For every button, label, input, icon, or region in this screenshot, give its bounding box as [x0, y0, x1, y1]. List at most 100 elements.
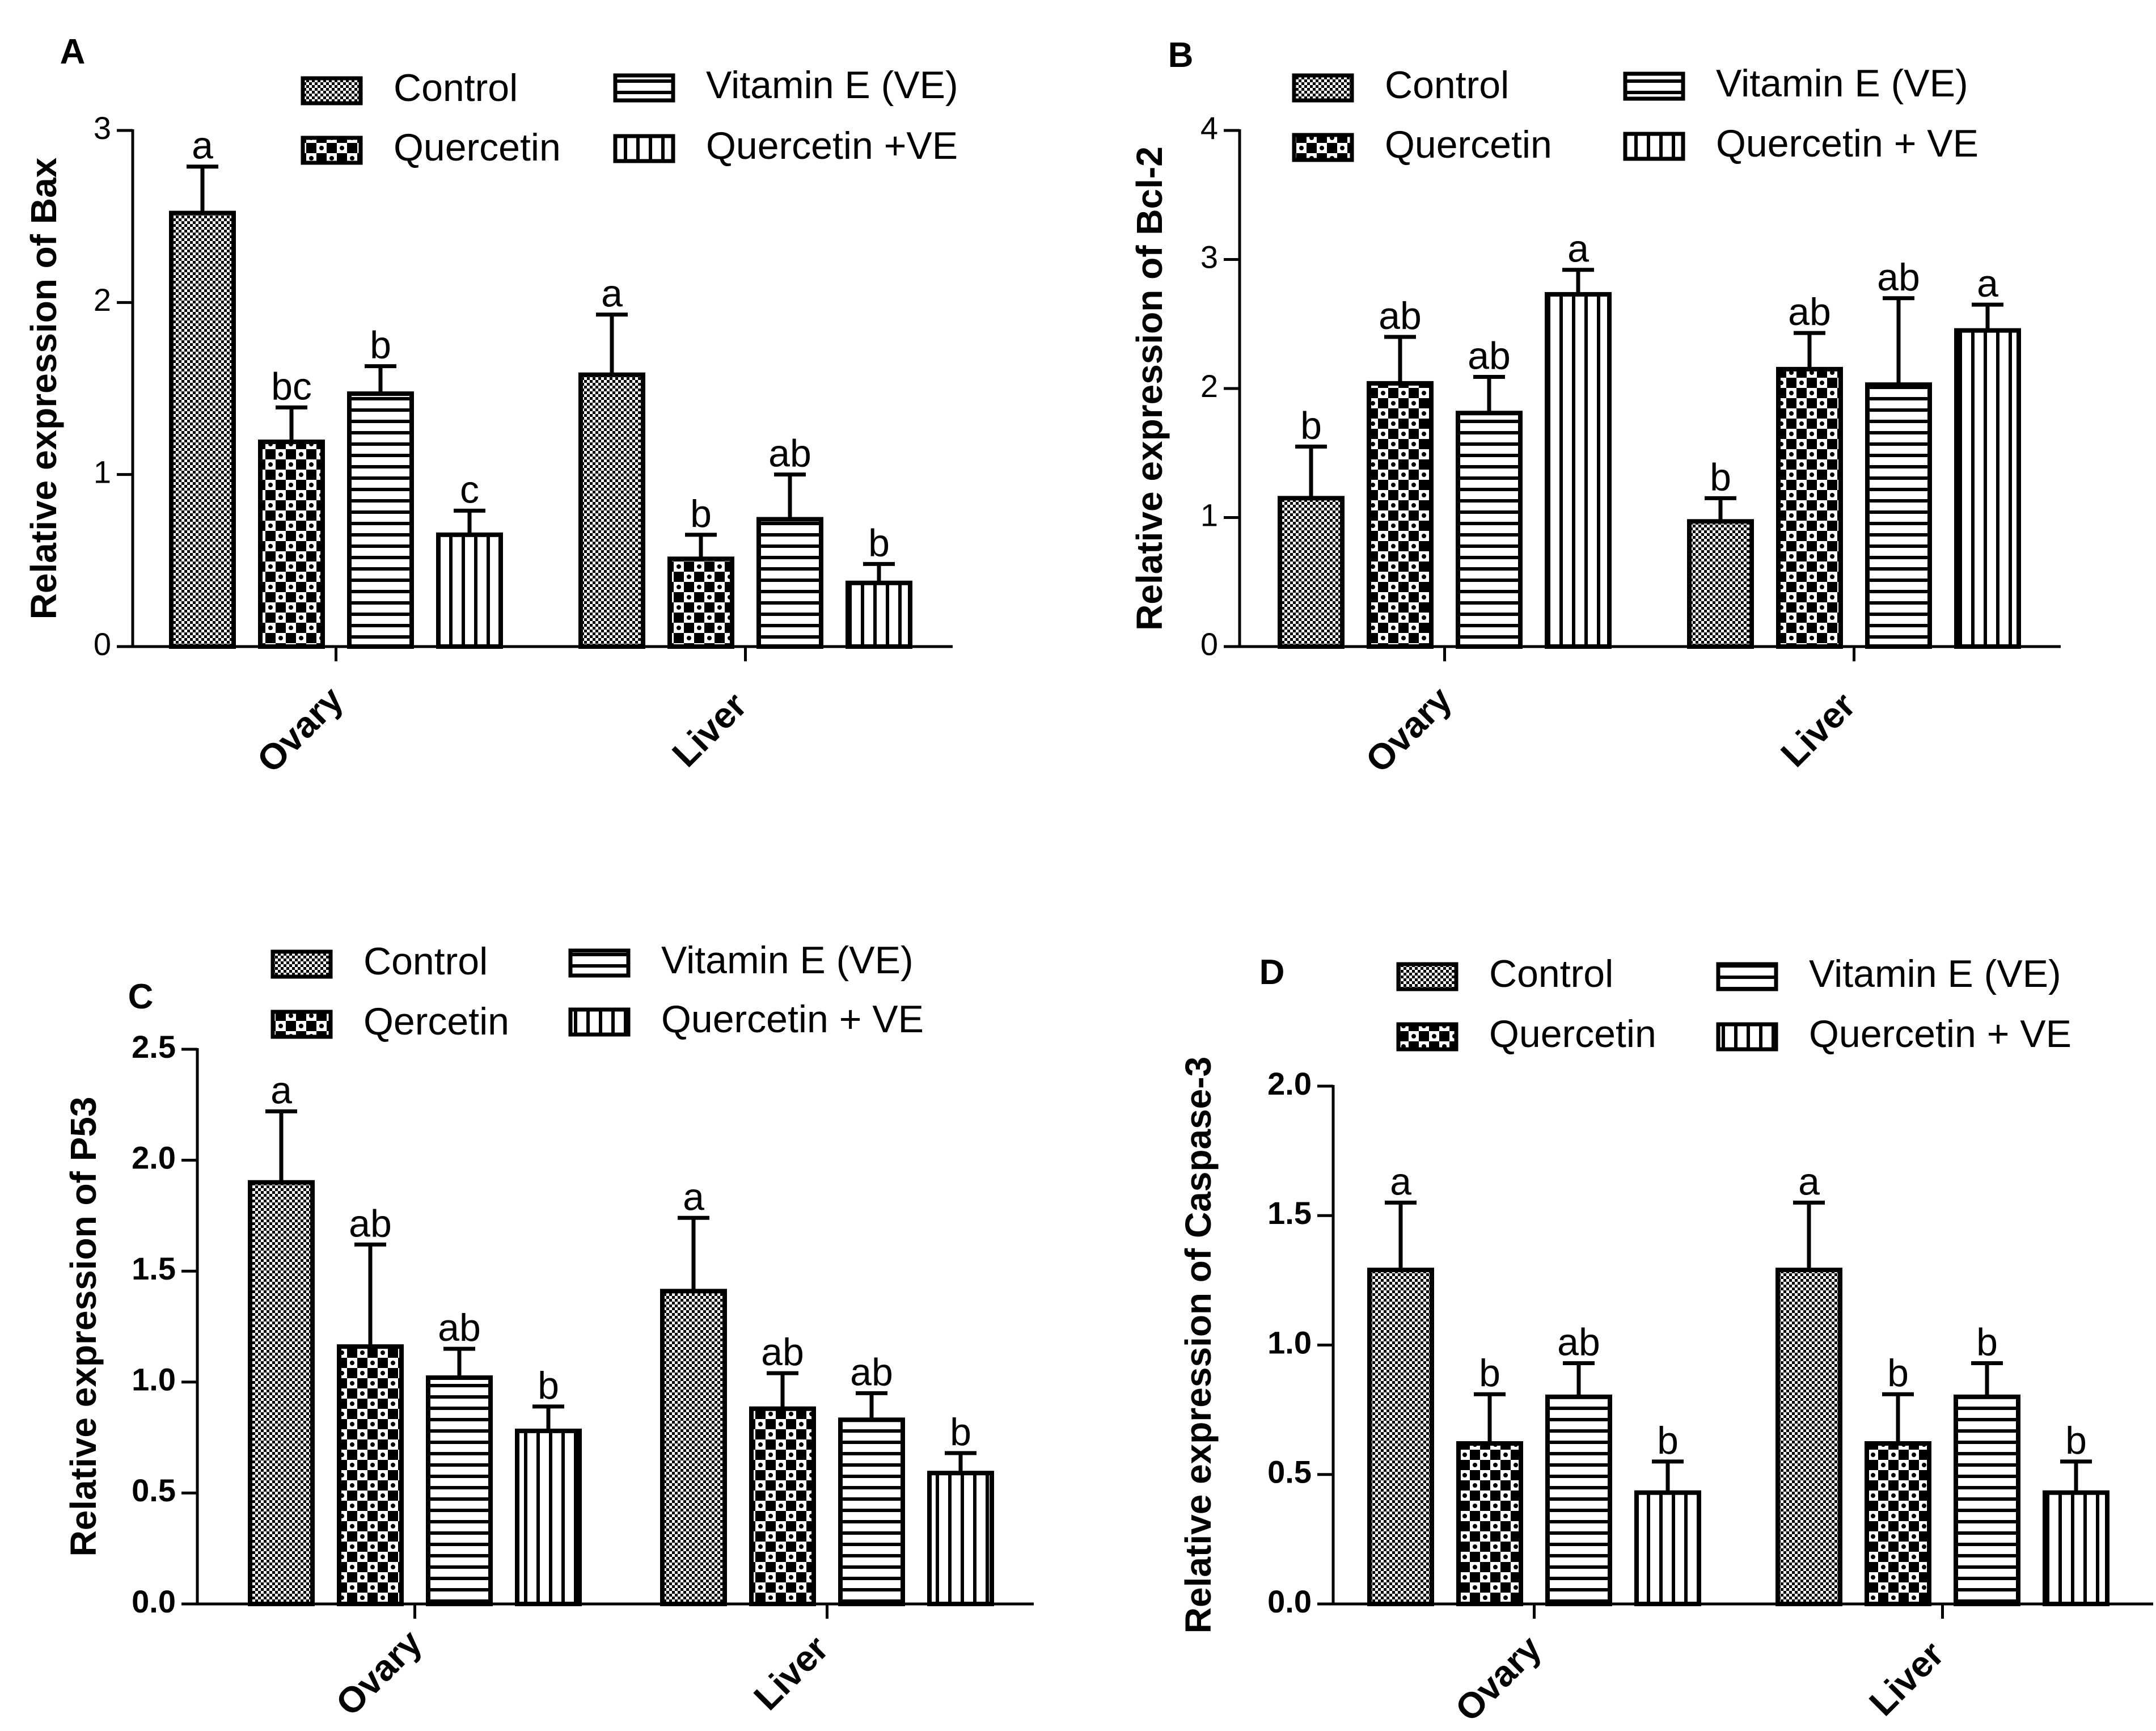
bar — [426, 1375, 493, 1607]
legend-label: Quercetin — [1385, 123, 1552, 166]
significance-label: ab — [768, 432, 811, 475]
legend-swatch — [1623, 71, 1685, 101]
y-tick-label: 1.0 — [1267, 1324, 1312, 1360]
bar — [1456, 1441, 1523, 1606]
significance-label: ab — [349, 1202, 392, 1245]
significance-label: ab — [438, 1306, 481, 1349]
legend-swatch — [301, 136, 363, 165]
legend-swatch — [270, 1010, 333, 1039]
legend-label: Quercetin + VE — [661, 998, 924, 1041]
y-axis-label: Relative expression of Caspase-3 — [1178, 1057, 1219, 1633]
significance-label: c — [460, 468, 479, 511]
significance-label: a — [1798, 1160, 1820, 1203]
y-tick-label: 1 — [94, 454, 111, 489]
significance-label: b — [1479, 1352, 1500, 1395]
bar — [515, 1428, 582, 1606]
bar — [436, 532, 503, 649]
legend-swatch — [613, 73, 675, 103]
y-tick-label: 4 — [1200, 110, 1218, 146]
significance-label: ab — [1877, 256, 1920, 299]
y-tick-label: 0.5 — [132, 1472, 176, 1508]
legend-swatch — [568, 948, 631, 978]
legend-swatch — [1292, 133, 1354, 162]
legend-swatch — [1716, 1022, 1778, 1052]
bar — [1545, 292, 1612, 649]
bar — [927, 1471, 994, 1606]
y-tick-label: 1.0 — [132, 1362, 176, 1398]
significance-label: a — [601, 272, 623, 315]
y-tick-label: 3 — [94, 110, 111, 146]
significance-label: ab — [1379, 294, 1422, 337]
bar — [1367, 381, 1434, 649]
y-tick-label: 2 — [94, 282, 111, 318]
significance-label: bc — [271, 365, 312, 408]
legend-swatch — [1716, 962, 1778, 991]
significance-label: b — [1657, 1419, 1679, 1462]
category-label: Liver — [664, 685, 754, 775]
y-tick-label: 1.5 — [132, 1251, 176, 1286]
category-label: Liver — [1773, 685, 1863, 775]
y-axis-label: Relative expression of Bcl-2 — [1129, 146, 1170, 631]
significance-label: b — [2065, 1419, 2087, 1462]
significance-label: b — [690, 492, 712, 535]
legend-swatch — [1396, 962, 1459, 991]
bar — [1954, 328, 2021, 649]
category-label: Ovary — [1447, 1627, 1549, 1729]
significance-label: ab — [761, 1331, 804, 1374]
significance-label: b — [370, 324, 391, 367]
y-tick-label: 2 — [1200, 368, 1218, 404]
y-tick-label: 3 — [1200, 239, 1218, 275]
y-axis-label: Relative expression of P53 — [63, 1096, 104, 1556]
category-label: Ovary — [1358, 678, 1460, 780]
significance-label: b — [1710, 455, 1731, 499]
panel-c: C Relative expression of P53 0.0 0.5 1.0 1.5 2… — [63, 939, 1034, 1724]
legend-label: Control — [363, 940, 488, 983]
legend-label: Vitamin E (VE) — [706, 64, 958, 107]
bar — [846, 580, 912, 649]
legend-label: Control — [394, 66, 518, 109]
bar — [1776, 366, 1843, 649]
panel-letter: D — [1259, 953, 1285, 992]
panel-d: D Relative expression of Caspase-3 0.0 0.5 1… — [1178, 952, 2153, 1729]
significance-label: b — [1887, 1352, 1909, 1395]
bar — [347, 391, 414, 649]
legend-swatch — [270, 949, 333, 979]
significance-label: a — [1567, 227, 1589, 271]
bar — [169, 210, 236, 649]
bar — [1865, 382, 1932, 649]
panel-letter: A — [60, 32, 86, 71]
legend-label: Quercetin — [1489, 1012, 1656, 1056]
bar — [1545, 1394, 1612, 1607]
bar — [1775, 1268, 1842, 1606]
bar — [667, 556, 734, 649]
y-tick-label: 0 — [94, 626, 111, 662]
panel-letter: C — [128, 977, 154, 1016]
significance-label: b — [1300, 404, 1322, 447]
category-label: Ovary — [328, 1622, 430, 1724]
bar — [1634, 1490, 1701, 1607]
bar — [578, 372, 645, 649]
y-tick-label: 1 — [1200, 497, 1218, 533]
legend-label: Vitamin E (VE) — [1809, 952, 2061, 995]
bar — [1865, 1441, 1931, 1606]
legend-label: Control — [1489, 952, 1613, 995]
y-tick-label: 0.0 — [1267, 1584, 1312, 1619]
bar — [838, 1417, 905, 1606]
legend-swatch — [1623, 132, 1685, 161]
legend-label: Control — [1385, 64, 1509, 107]
y-tick-label: 2.0 — [1267, 1066, 1312, 1101]
bar — [756, 517, 823, 649]
bar — [1954, 1394, 2020, 1607]
legend-swatch — [568, 1007, 631, 1037]
legend-label: Vitamin E (VE) — [1716, 62, 1968, 105]
significance-label: a — [683, 1175, 704, 1218]
category-label: Liver — [746, 1628, 836, 1718]
legend-swatch — [1292, 73, 1354, 103]
legend-swatch — [301, 76, 363, 105]
significance-label: ab — [850, 1350, 893, 1394]
significance-label: ab — [1468, 335, 1511, 378]
y-tick-label: 1.5 — [1267, 1195, 1312, 1231]
significance-label: ab — [1788, 290, 1831, 333]
significance-label: b — [950, 1411, 971, 1454]
